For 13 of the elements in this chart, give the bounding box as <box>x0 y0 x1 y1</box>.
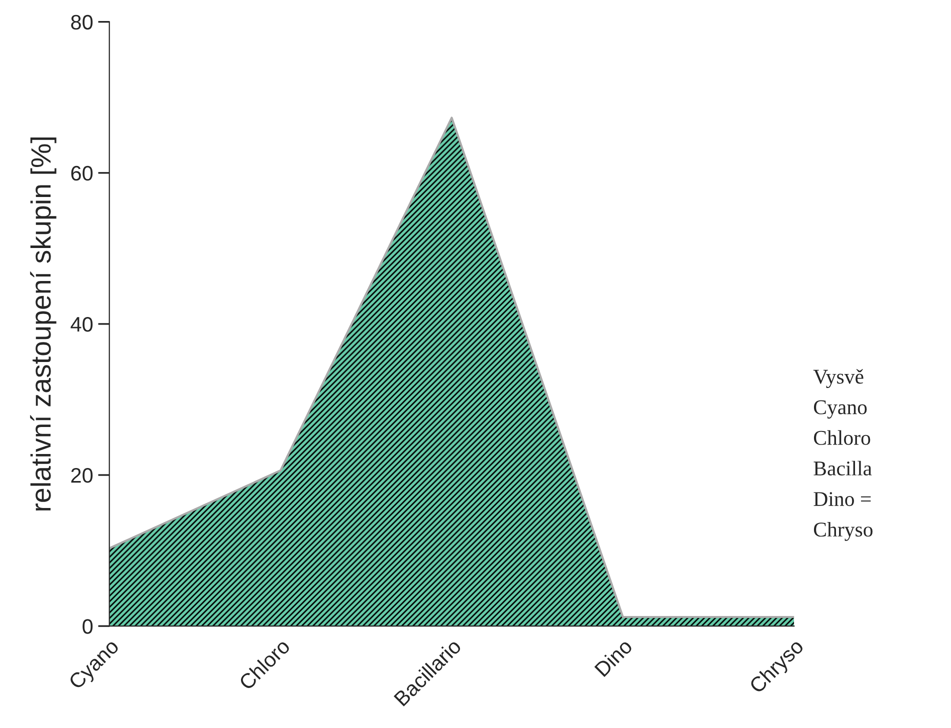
y-axis-title: relativní zastoupení skupin [%] <box>30 138 56 510</box>
x-tick-label: Dino <box>594 638 634 678</box>
y-tick-label: 0 <box>82 619 93 634</box>
y-tick-label: 60 <box>71 166 93 181</box>
y-tick-label: 80 <box>71 14 93 30</box>
y-tick-label: 40 <box>70 316 93 332</box>
text: Dino = <box>814 492 871 506</box>
text: Vysvě <box>813 369 864 388</box>
text: Bacilla <box>814 460 872 476</box>
text: Cyano <box>814 400 867 419</box>
text: Chryso <box>814 522 872 541</box>
text: Chloro <box>814 430 870 445</box>
y-tick-label: 20 <box>71 468 93 483</box>
